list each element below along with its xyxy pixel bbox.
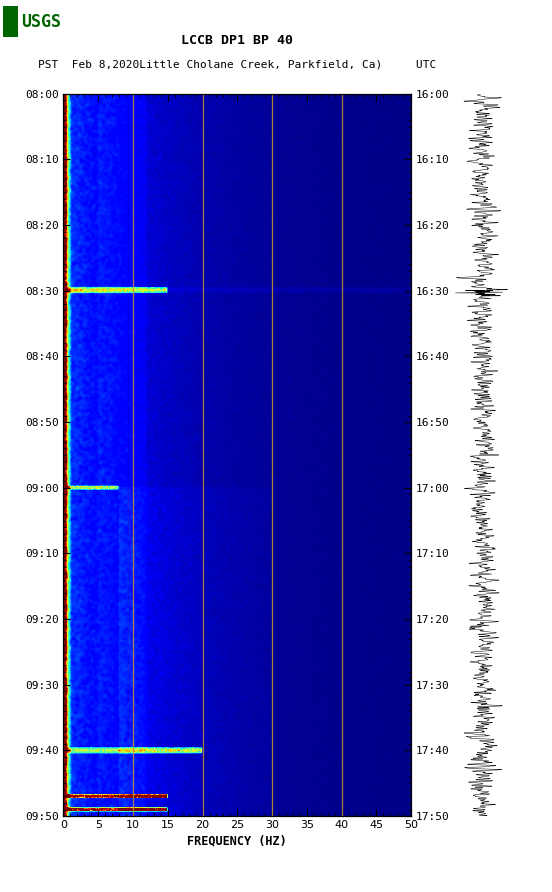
Bar xyxy=(3,6,18,37)
Text: PST  Feb 8,2020Little Cholane Creek, Parkfield, Ca)     UTC: PST Feb 8,2020Little Cholane Creek, Park… xyxy=(38,59,437,70)
Text: LCCB DP1 BP 40: LCCB DP1 BP 40 xyxy=(182,34,293,46)
X-axis label: FREQUENCY (HZ): FREQUENCY (HZ) xyxy=(188,835,287,847)
Text: USGS: USGS xyxy=(21,13,61,31)
